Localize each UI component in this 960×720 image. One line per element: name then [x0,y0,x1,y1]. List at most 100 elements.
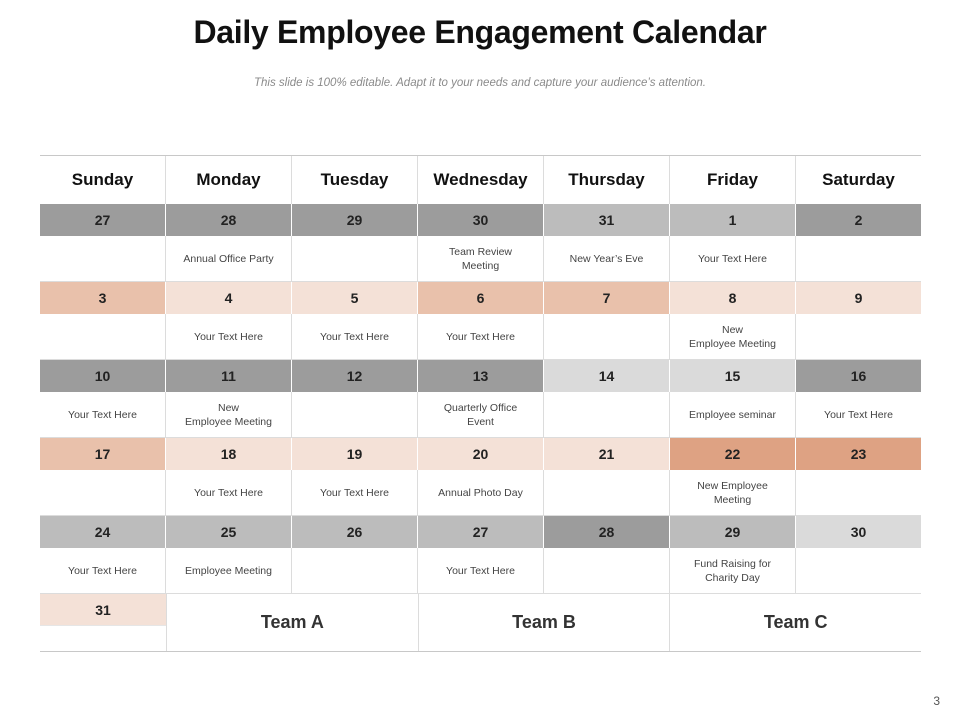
weekday-header-sunday: Sunday [40,156,166,204]
weekday-header-tuesday: Tuesday [292,156,418,204]
event-cell[interactable]: New Employee Meeting [166,392,292,437]
event-cell[interactable] [292,392,418,437]
date-cell[interactable]: 14 [544,360,670,392]
date-cell[interactable]: 12 [292,360,418,392]
date-cell[interactable]: 16 [796,360,921,392]
event-cell[interactable]: Your Text Here [40,548,166,593]
date-cell[interactable]: 3 [40,282,166,314]
date-cell[interactable]: 30 [418,204,544,236]
event-cell[interactable]: Fund Raising for Charity Day [670,548,796,593]
date-cell[interactable]: 1 [670,204,796,236]
event-cell[interactable]: New Employee Meeting [670,314,796,359]
date-cell[interactable]: 21 [544,438,670,470]
event-cell[interactable] [544,314,670,359]
date-cell[interactable]: 17 [40,438,166,470]
event-cell[interactable]: Your Text Here [824,408,893,421]
team-c-label: Team C [763,612,828,632]
date-cell[interactable]: 9 [796,282,921,314]
page-subtitle: This slide is 100% editable. Adapt it to… [254,77,706,89]
event-cell[interactable]: Team Review Meeting [418,236,544,281]
date-row: 27 28 29 30 31 1 2 [40,204,921,236]
weekday-header-thursday: Thursday [544,156,670,204]
date-cell[interactable]: 31 [544,204,670,236]
date-cell[interactable]: 10 [40,360,166,392]
date-cell[interactable]: 5 [292,282,418,314]
date-cell[interactable]: 29 [292,204,418,236]
event-cell[interactable]: Your Text Here [40,392,166,437]
event-cell[interactable]: Quarterly Office Event [418,392,544,437]
event-row: Your Text Here New Employee Meeting Quarte… [40,392,921,438]
weekday-header-wednesday: Wednesday [418,156,544,204]
calendar-last-week-row: 31 Team A Team B Team C [40,594,921,651]
weekday-header-saturday: Saturday [822,170,895,189]
event-cell[interactable]: Your Text Here [166,470,292,515]
event-cell[interactable]: Your Text Here [418,314,544,359]
event-cell[interactable] [40,470,166,515]
weekday-header-friday: Friday [670,156,796,204]
date-row: 24 25 26 27 28 29 30 [40,516,921,548]
event-cell[interactable] [544,392,670,437]
event-cell[interactable] [796,236,921,281]
event-cell[interactable]: New Year’s Eve [544,236,670,281]
date-cell[interactable]: 13 [418,360,544,392]
date-cell[interactable]: 20 [418,438,544,470]
date-cell[interactable]: 2 [796,204,921,236]
engagement-calendar: Sunday Monday Tuesday Wednesday Thursday… [40,155,921,652]
date-cell[interactable]: 7 [544,282,670,314]
date-cell[interactable]: 15 [670,360,796,392]
date-row: 17 18 19 20 21 22 23 [40,438,921,470]
event-cell[interactable] [796,548,921,593]
date-cell[interactable]: 28 [166,204,292,236]
date-cell[interactable]: 31 [40,594,166,625]
date-cell[interactable]: 18 [166,438,292,470]
page-number: 3 [933,694,940,708]
weekday-header-row: Sunday Monday Tuesday Wednesday Thursday… [40,156,921,204]
event-row: Your Text Here Your Text Here Your Text He… [40,314,921,360]
event-cell[interactable] [796,314,921,359]
date-cell[interactable]: 19 [292,438,418,470]
event-cell[interactable]: Employee Meeting [166,548,292,593]
date-cell[interactable]: 27 [40,204,166,236]
date-cell[interactable]: 8 [670,282,796,314]
date-cell[interactable]: 4 [166,282,292,314]
event-row: Your Text Here Your Text Here Annual Photo… [40,470,921,516]
date-row: 10 11 12 13 14 15 16 [40,360,921,392]
event-cell[interactable] [292,236,418,281]
event-cell[interactable]: Annual Photo Day [418,470,544,515]
event-cell[interactable]: Employee seminar [670,392,796,437]
date-cell[interactable]: 24 [40,516,166,548]
event-cell[interactable] [40,236,166,281]
date-cell[interactable]: 28 [544,516,670,548]
team-b-label: Team B [419,594,671,651]
date-cell[interactable]: 23 [796,438,921,470]
event-cell[interactable]: Your Text Here [292,470,418,515]
date-cell[interactable]: 29 [670,516,796,548]
event-cell[interactable]: New Employee Meeting [670,470,796,515]
date-cell[interactable]: 27 [418,516,544,548]
event-cell[interactable]: Your Text Here [670,236,796,281]
event-cell[interactable]: Your Text Here [418,548,544,593]
date-cell[interactable]: 26 [292,516,418,548]
team-a-label: Team A [167,594,419,651]
date-cell[interactable]: 6 [418,282,544,314]
date-cell[interactable]: 22 [670,438,796,470]
last-day-event-cell[interactable] [40,625,166,651]
date-cell[interactable]: 30 [796,516,921,548]
event-row: Your Text Here Employee Meeting Your Text … [40,548,921,594]
event-row: Annual Office Party Team Review Meeting Ne… [40,236,921,282]
date-cell[interactable]: 25 [166,516,292,548]
event-cell[interactable] [796,470,921,515]
weekday-header-monday: Monday [166,156,292,204]
event-cell[interactable] [40,314,166,359]
calendar-weeks: 27 28 29 30 31 1 2 Annual Office Party Team Revi… [40,204,921,594]
page-title: Daily Employee Engagement Calendar [193,14,767,50]
event-cell[interactable] [292,548,418,593]
last-day-column: 31 [40,594,167,651]
event-cell[interactable]: Annual Office Party [166,236,292,281]
event-cell[interactable]: Your Text Here [292,314,418,359]
event-cell[interactable]: Your Text Here [166,314,292,359]
event-cell[interactable] [544,548,670,593]
event-cell[interactable] [544,470,670,515]
date-cell[interactable]: 11 [166,360,292,392]
